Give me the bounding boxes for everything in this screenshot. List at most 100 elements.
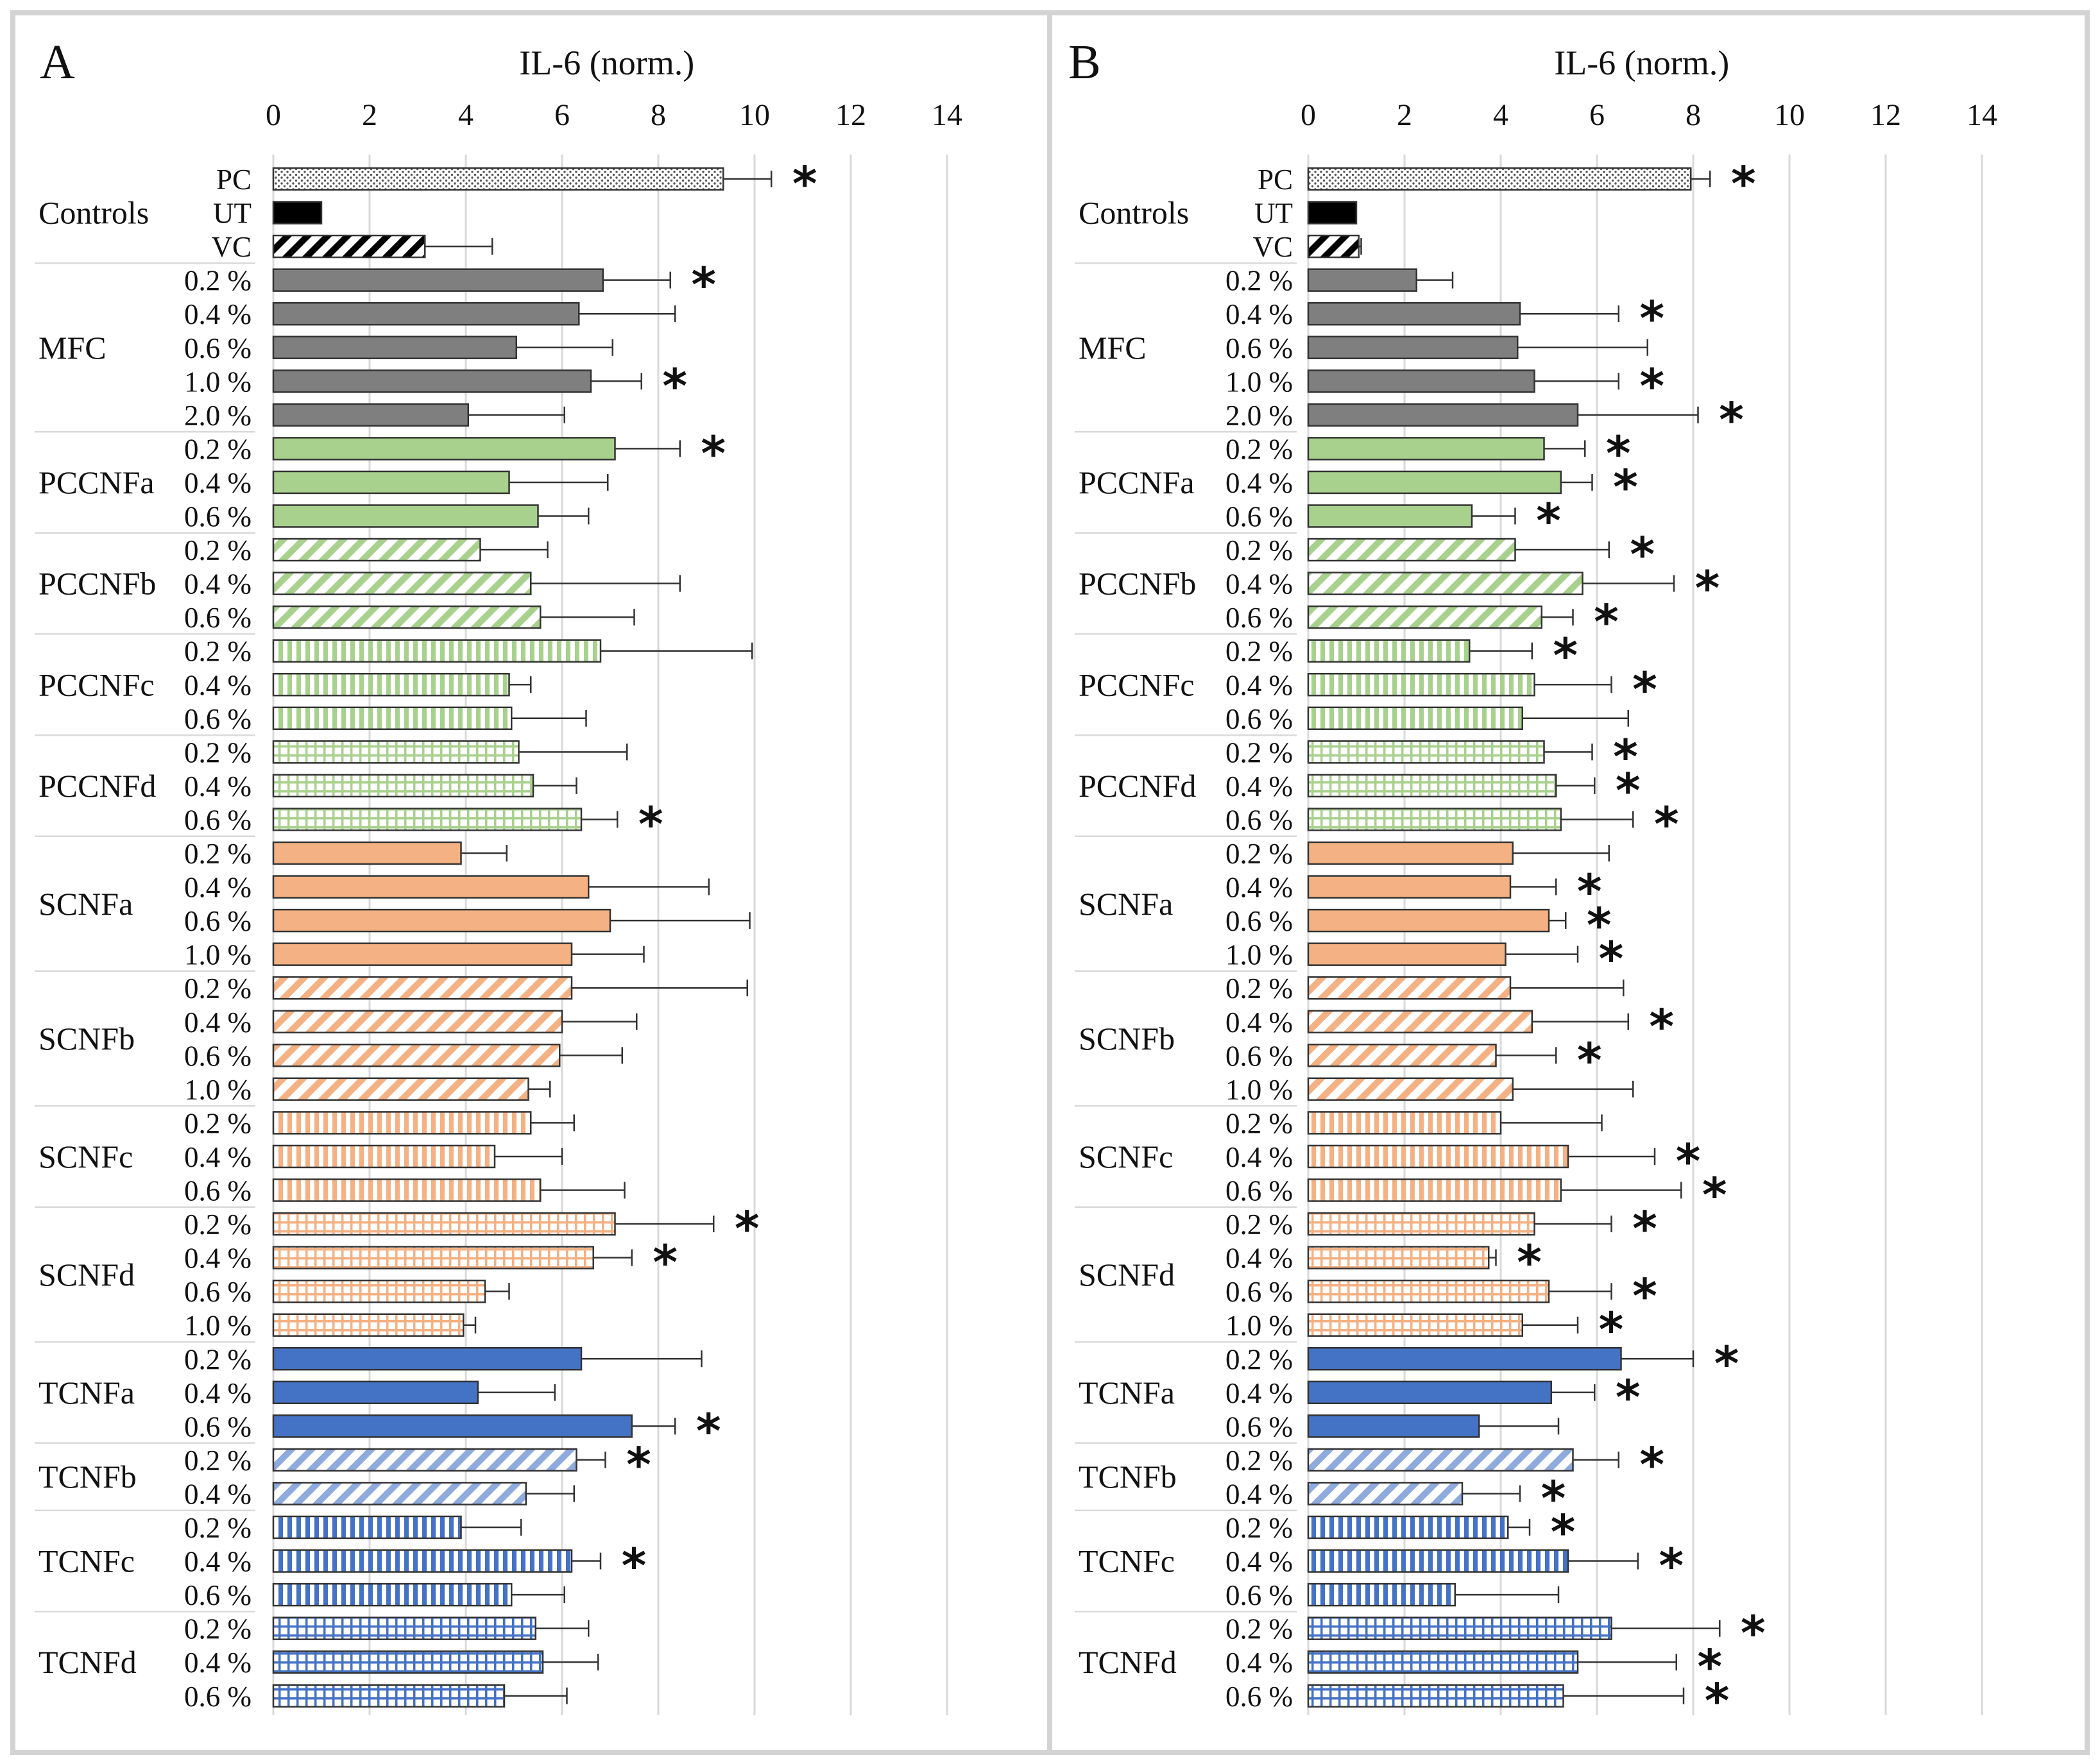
panel-b-pccnfc-0-6-pct-bar [1307, 706, 1523, 731]
panel-a-tcnfd-0-6-pct-error-bar [504, 1687, 568, 1704]
panel-b-axis-title: IL-6 (norm.) [1554, 44, 1729, 82]
panel-b-tcnfb-0-2-pct-error-bar [1573, 1451, 1619, 1468]
panel-a-scnfd-0-6-pct-error-bar [485, 1283, 510, 1300]
panel-a-tcnfc-0-4-pct-error-bar [572, 1552, 602, 1570]
panel-b-controls-pc-label: PC [1258, 164, 1293, 196]
panel-a-pccnfc-0-2-pct-bar [272, 639, 602, 663]
panel-b-mfc-0-6-pct-error-bar [1517, 339, 1648, 356]
panel-b-tcnfc-0-6-pct-error-bar [1455, 1586, 1560, 1604]
panel-a-tcnfa-0-2-pct-error-bar [581, 1350, 703, 1368]
panel-b-group-label-pccnfd: PCCNFd [1079, 768, 1196, 804]
panel-a-controls-pc-label: PC [216, 164, 252, 196]
panel-b-scnfa-0-6-pct-error-bar [1549, 912, 1567, 929]
panel-a-scnfd-1-0-pct-label: 1.0 % [184, 1310, 252, 1342]
panel-a-scnfc-0-2-pct-error-bar [531, 1114, 575, 1132]
panel-a-tcnfc-0-2-pct-error-bar [461, 1519, 522, 1536]
panel-b-mfc-2-0-pct-significance-marker: * [1719, 393, 1744, 448]
panel-a-pccnfb-0-2-pct-error-bar [480, 541, 549, 559]
panel-a-scnfb-1-0-pct-label: 1.0 % [184, 1074, 252, 1106]
panel-a-mfc-2-0-pct-bar [272, 403, 469, 427]
panel-a-mfc-2-0-pct-label: 2.0 % [184, 400, 252, 432]
panel-b-pccnfa-0-4-pct-label: 0.4 % [1225, 467, 1293, 499]
panel-b-pccnfa-0-2-pct-error-bar [1544, 440, 1586, 457]
panel-a-pccnfd-0-6-pct-significance-marker: * [638, 797, 663, 852]
panel-b-scnfa-1-0-pct-error-bar [1505, 946, 1579, 963]
panel-a-pccnfc-0-2-pct-label: 0.2 % [184, 636, 252, 668]
panel-b-pccnfc-0-6-pct-label: 0.6 % [1225, 703, 1293, 735]
panel-a-pccnfc-0-4-pct-label: 0.4 % [184, 669, 252, 701]
panel-b-tcnfa-0-2-pct-bar [1307, 1347, 1622, 1371]
panel-b-pccnfd-0-2-pct-significance-marker: * [1613, 729, 1638, 784]
panel-b-pccnfb-0-4-pct-label: 0.4 % [1225, 568, 1293, 600]
panel-a-scnfb-1-0-pct-error-bar [528, 1080, 551, 1098]
panel-b-scnfb-1-0-pct-label: 1.0 % [1225, 1074, 1293, 1106]
panel-b-scnfd-0-2-pct-significance-marker: * [1632, 1201, 1657, 1257]
panel-a-scnfd-0-6-pct-bar [272, 1279, 486, 1303]
panel-a-axis-title: IL-6 (norm.) [519, 44, 694, 82]
panel-b-tcnfa-0-2-pct-error-bar [1621, 1350, 1695, 1368]
panel-b-tcnfd-0-4-pct-label: 0.4 % [1225, 1647, 1293, 1679]
panel-a-scnfa-0-4-pct-bar [272, 875, 590, 899]
panel-a-pccnfc-0-4-pct-error-bar [509, 676, 532, 693]
panel-b-scnfc-0-4-pct-bar [1307, 1144, 1569, 1169]
panel-a-mfc-0-6-pct-error-bar [516, 339, 613, 356]
panel-a-tcnfa-0-4-pct-bar [272, 1380, 479, 1405]
panel-a-controls-ut-bar [272, 201, 323, 225]
panel-a-scnfc-0-6-pct-label: 0.6 % [184, 1175, 252, 1207]
panel-a-pccnfa-0-6-pct-label: 0.6 % [184, 501, 252, 533]
panel-b-pccnfa-0-4-pct-error-bar [1560, 473, 1593, 491]
panel-b-pccnfd-0-4-pct-label: 0.4 % [1225, 770, 1293, 802]
panel-b-pccnfd-0-4-pct-significance-marker: * [1616, 763, 1641, 818]
panel-a-pccnfd-0-6-pct-bar [272, 808, 583, 831]
panel-a-tick-label-8: 8 [651, 98, 666, 132]
panel-a-tick-label-0: 0 [266, 98, 281, 132]
panel-b-scnfb-0-4-pct-label: 0.4 % [1225, 1006, 1293, 1039]
panel-a-controls-pc-significance-marker: * [792, 157, 817, 212]
panel-a-scnfb-0-6-pct-label: 0.6 % [184, 1040, 252, 1072]
panel-b-tcnfa-0-2-pct-label: 0.2 % [1225, 1343, 1293, 1375]
panel-a-tcnfc-0-6-pct-label: 0.6 % [184, 1579, 252, 1611]
panel-a-pccnfb-0-4-pct-bar [272, 572, 532, 595]
panel-a-tick-label-6: 6 [554, 98, 570, 132]
panel-b-tcnfd-0-6-pct-label: 0.6 % [1225, 1681, 1293, 1713]
panel-a-pccnfa-0-6-pct-bar [272, 504, 539, 528]
panel-b-scnfd-0-6-pct-label: 0.6 % [1225, 1276, 1293, 1308]
panel-b-scnfc-0-4-pct-label: 0.4 % [1225, 1141, 1293, 1173]
panel-a-mfc-0-6-pct-bar [272, 335, 517, 359]
panel-a-tcnfb-0-2-pct-significance-marker: * [626, 1437, 651, 1493]
panel-b-tcnfa-0-2-pct-significance-marker: * [1714, 1336, 1739, 1391]
panel-b-scnfb-0-4-pct-significance-marker: * [1649, 999, 1674, 1055]
panel-b-tick-label-10: 10 [1774, 98, 1805, 132]
panel-b-tcnfb-0-2-pct-bar [1307, 1448, 1574, 1472]
panel-b-pccnfb-0-4-pct-significance-marker: * [1695, 561, 1720, 616]
panel-a-scnfa-0-4-pct-label: 0.4 % [184, 872, 252, 904]
panel-a-pccnfb-0-4-pct-label: 0.4 % [184, 568, 252, 600]
panel-a-scnfd-0-4-pct-error-bar [593, 1249, 633, 1266]
panel-b-scnfa-0-4-pct-error-bar [1510, 878, 1557, 895]
panel-a-tcnfc-0-2-pct-label: 0.2 % [184, 1512, 252, 1544]
panel-b-scnfd-0-6-pct-error-bar [1549, 1283, 1612, 1300]
panel-b-pccnfb-0-6-pct-error-bar [1541, 609, 1574, 626]
panel-a-scnfa-0-2-pct-error-bar [461, 845, 508, 861]
panel-b-group-label-pccnfb: PCCNFb [1079, 566, 1196, 602]
panel-a-scnfc-0-4-pct-label: 0.4 % [184, 1141, 252, 1173]
panel-a-scnfb-0-6-pct-error-bar [559, 1047, 623, 1064]
panel-a-scnfa-1-0-pct-bar [272, 942, 573, 966]
panel-b-scnfa-0-4-pct-significance-marker: * [1577, 865, 1602, 920]
panel-b-group-label-tcnfd: TCNFd [1079, 1644, 1177, 1680]
panel-b-pccnfc-0-6-pct-error-bar [1522, 709, 1629, 727]
panel-b-mfc-2-0-pct-error-bar [1578, 406, 1699, 423]
panel-a-group-label-tcnfc: TCNFc [38, 1543, 135, 1579]
panel-a-tcnfb-0-4-pct-error-bar [525, 1485, 575, 1502]
panel-a-scnfc-0-2-pct-bar [272, 1111, 532, 1135]
panel-b-scnfa-0-6-pct-significance-marker: * [1587, 898, 1612, 953]
panel-b-tick-label-2: 2 [1397, 98, 1412, 132]
panel-a-scnfd-1-0-pct-bar [272, 1313, 465, 1337]
panel-a-pccnfa-0-2-pct-error-bar [615, 440, 681, 457]
panel-a-tcnfa-0-6-pct-error-bar [631, 1418, 676, 1435]
panel-b-scnfb-0-4-pct-error-bar [1532, 1013, 1629, 1030]
panel-b-mfc-0-2-pct-bar [1307, 268, 1417, 292]
panel-a-letter: A [40, 35, 75, 89]
panel-b-mfc-1-0-pct-error-bar [1534, 373, 1619, 390]
panel-a-pccnfb-0-2-pct-label: 0.2 % [184, 534, 252, 566]
